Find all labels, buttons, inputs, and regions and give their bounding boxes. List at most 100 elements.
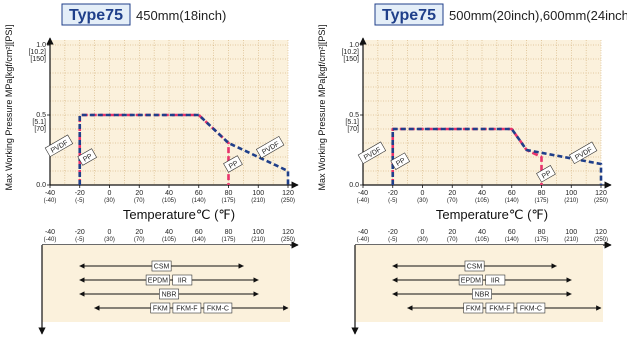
material-box (145, 274, 171, 286)
range-x-tick-label: 40 (478, 229, 486, 236)
range-x-tick-label-f: (-5) (75, 237, 84, 243)
x-tick-label-f: (175) (221, 198, 235, 204)
range-x-tick-label-f: (70) (447, 237, 458, 243)
y-tick-label: [5.1] (32, 119, 46, 126)
material-label: FKM (153, 306, 168, 313)
material-label: CSM (467, 264, 483, 271)
x-tick-label-f: (-40) (44, 198, 57, 204)
material-label: CSM (154, 264, 170, 271)
x-tick-label: 80 (225, 190, 233, 197)
series-label-pp: PP (390, 152, 411, 170)
series-label-text: PP (395, 157, 407, 168)
series-label-text: PP (541, 170, 553, 181)
x-tick-label: 40 (478, 190, 486, 197)
material-box (463, 302, 484, 314)
y-tick-label: [150] (343, 56, 359, 63)
material-box (151, 260, 172, 272)
y-tick-label: [10.2] (341, 49, 359, 56)
range-x-tick-label-f: (105) (475, 237, 489, 243)
series-pvdf (78, 113, 290, 185)
range-x-tick-label-f: (30) (104, 237, 115, 243)
range-x-tick-label-f: (250) (594, 237, 608, 243)
range-x-tick-label: 80 (225, 229, 233, 236)
x-tick-label: -20 (388, 190, 398, 197)
x-tick-label-f: (105) (162, 198, 176, 204)
y-axis-label: Max Working Pressure MPa[kgf/cm²][PSI] (4, 25, 14, 191)
material-label: FKM-F (176, 306, 197, 313)
material-box (172, 302, 202, 314)
range-x-tick-label-f: (-40) (44, 237, 57, 243)
material-label: FKM-C (520, 306, 542, 313)
series-label-box (223, 155, 243, 173)
range-x-tick-label: 0 (421, 229, 425, 236)
x-tick-label: -20 (75, 190, 85, 197)
series-label-text: PP (228, 160, 240, 171)
material-label: FKM-F (489, 306, 510, 313)
material-label: IIR (491, 278, 500, 285)
x-tick-label: 80 (538, 190, 546, 197)
x-tick-label: 120 (595, 190, 607, 197)
y-tick-label: [5.1] (345, 119, 359, 126)
range-x-tick-label-f: (210) (564, 237, 578, 243)
material-label: EPDM (461, 278, 481, 285)
material-box (485, 302, 515, 314)
chart-title: 500mm(20inch),600mm(24inch) (449, 8, 627, 23)
range-x-tick-label-f: (-5) (388, 237, 397, 243)
material-box (458, 274, 484, 286)
series-pvdf (391, 127, 603, 185)
range-x-tick-label: -40 (45, 229, 55, 236)
series-label-box (255, 135, 285, 159)
range-x-tick-label: 120 (595, 229, 607, 236)
x-tick-label: -40 (358, 190, 368, 197)
material-box (464, 260, 485, 272)
range-x-tick-label: -20 (388, 229, 398, 236)
chart-panel-1: Type75 450mm(18inch) 1.0[10.2][150] 0.5[5.1… (4, 3, 299, 335)
x-tick-label: 60 (508, 190, 516, 197)
x-axis-label: Temperature℃ (℉) (123, 207, 235, 222)
range-x-tick-label: 100 (565, 229, 577, 236)
x-tick-label-f: (-40) (357, 198, 370, 204)
material-box (516, 302, 546, 314)
range-x-tick-label-f: (175) (221, 237, 235, 243)
x-tick-label-f: (-5) (75, 198, 84, 204)
range-x-tick-label: 20 (448, 229, 456, 236)
range-x-tick-label-f: (250) (281, 237, 295, 243)
range-x-tick-label: 80 (538, 229, 546, 236)
x-tick-label: 60 (195, 190, 203, 197)
material-box (159, 288, 179, 300)
range-x-tick-label: 60 (508, 229, 516, 236)
material-box (203, 302, 233, 314)
x-tick-label-f: (140) (192, 198, 206, 204)
chart-title: 450mm(18inch) (136, 8, 226, 23)
range-x-tick-label-f: (175) (534, 237, 548, 243)
range-x-tick-label-f: (105) (162, 237, 176, 243)
range-x-tick-label-f: (-40) (357, 237, 370, 243)
range-x-tick-label: -40 (358, 229, 368, 236)
x-tick-label-f: (140) (505, 198, 519, 204)
range-x-tick-label-f: (140) (505, 237, 519, 243)
series-label-text: PP (82, 153, 94, 164)
x-tick-label: 100 (565, 190, 577, 197)
series-pp (391, 127, 543, 185)
x-tick-label: 0 (421, 190, 425, 197)
range-x-tick-label: 40 (165, 229, 173, 236)
x-tick-label: 0 (108, 190, 112, 197)
y-tick-label: [70] (347, 126, 359, 133)
x-tick-label-f: (70) (134, 198, 145, 204)
x-tick-label-f: (30) (417, 198, 428, 204)
range-x-tick-label: 120 (282, 229, 294, 236)
material-box (485, 274, 506, 286)
material-label: FKM-C (207, 306, 229, 313)
material-box (472, 288, 492, 300)
x-tick-label-f: (250) (594, 198, 608, 204)
series-label-box (390, 152, 411, 170)
series-label-pp: PP (536, 165, 556, 183)
material-label: IIR (178, 278, 187, 285)
type-badge (374, 3, 444, 26)
x-tick-label: 120 (282, 190, 294, 197)
range-x-tick-label: -20 (75, 229, 85, 236)
x-axis-label: Temperature℃ (℉) (436, 207, 548, 222)
x-tick-label: 100 (252, 190, 264, 197)
x-tick-label: 40 (165, 190, 173, 197)
